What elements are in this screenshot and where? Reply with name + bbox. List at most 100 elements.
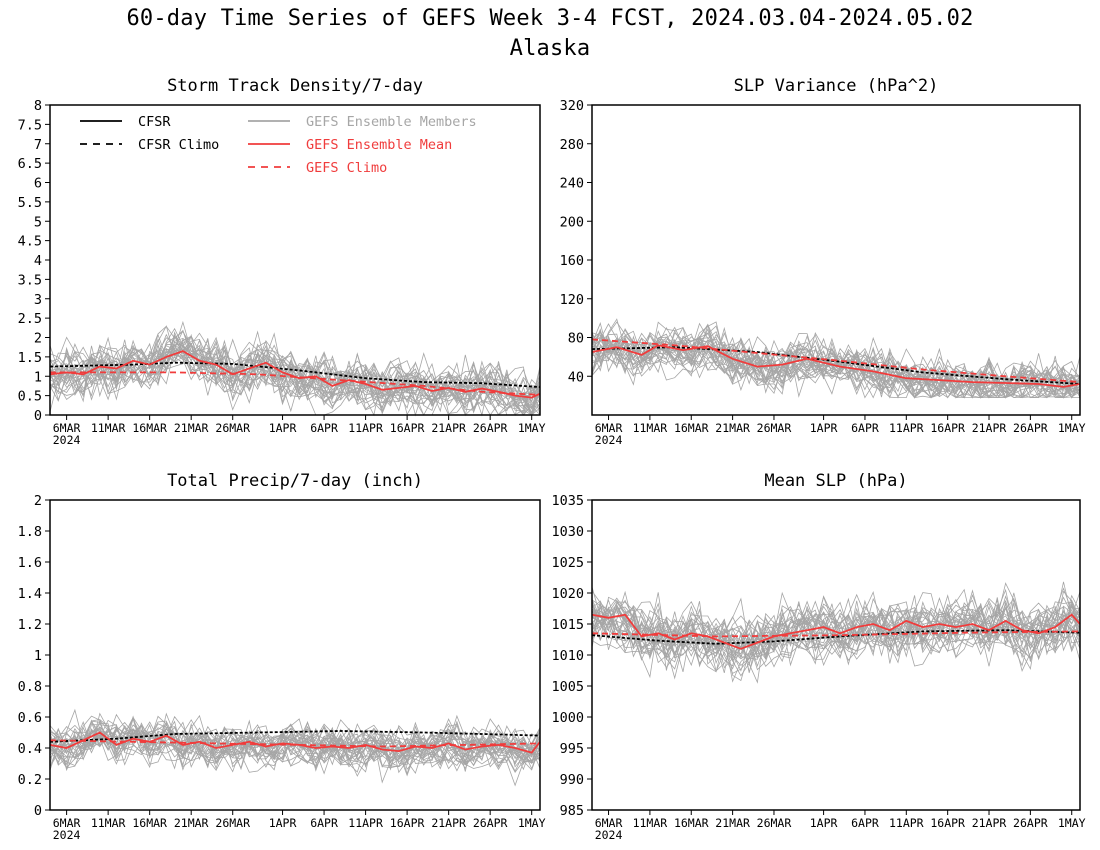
y-tick-label: 3.5 [18,272,42,288]
ensemble-member-line [591,588,1081,673]
x-tick-label: 26APR [473,816,508,830]
legend-members-label: GEFS Ensemble Members [306,114,477,130]
y-tick-label: 320 [560,98,584,114]
y-tick-label: 2 [34,493,42,509]
x-tick-label: 1MAY [1058,421,1086,435]
x-tick-label: 16MAR [132,816,167,830]
gefs-ensemble-mean-line [49,350,541,399]
y-tick-label: 120 [560,292,584,308]
x-tick-label: 26MAR [215,421,250,435]
gefs-climo-line [591,338,1081,383]
chart-panel-2: SLP Variance (hPa^2) 40 80 120 160 200 240 280 3… [560,76,1086,447]
x-year-label: 2024 [53,828,81,842]
y-tick-label: 6 [34,176,42,192]
y-tick-label: 1005 [551,679,584,695]
chart-panel-3: Total Precip/7-day (inch)00.20.40.60.811… [18,471,546,842]
ensemble-member-line [49,719,541,769]
chart-title: SLP Variance (hPa^2) [734,76,939,96]
y-tick-label: 80 [568,331,584,347]
ensemble-member-line [49,329,541,417]
y-tick-label: 1000 [551,710,584,726]
x-tick-label: 6APR [851,816,879,830]
legend-cfsr-label: CFSR [138,114,171,130]
chart-panel-4: Mean SLP (hPa) 985 990 995 1000 1005 1010 1015 1… [551,471,1085,842]
figure-subtitle: Alaska [509,36,591,61]
x-tick-label: 16APR [930,816,965,830]
cfsr-climo-line [49,730,541,743]
y-tick-label: 985 [560,803,584,819]
ensemble-member-line [591,321,1081,399]
chart-title: Total Precip/7-day (inch) [167,471,423,491]
gefs-climo-line [50,371,541,396]
y-tick-label: 1020 [551,586,584,602]
ensemble-member-line [49,726,541,784]
y-tick-label: 1010 [551,648,584,664]
x-tick-label: 26MAR [757,421,792,435]
x-year-label: 2024 [53,433,81,447]
y-tick-label: 3 [34,292,42,308]
legend-cfsr-climo-label: CFSR Climo [138,137,219,153]
ensemble-member-line [591,597,1081,683]
x-tick-label: 11MAR [633,421,668,435]
y-tick-label: 1.6 [18,555,42,571]
y-tick-label: 160 [560,253,584,269]
ensemble-member-line [49,337,541,416]
ensemble-member-line [591,582,1081,661]
ensemble-member-line [49,347,541,410]
ensemble-member-line [591,332,1081,399]
y-tick-label: 0.5 [18,389,42,405]
ensemble-member-line [49,720,541,775]
y-tick-label: 5 [34,214,42,230]
x-year-label: 2024 [595,828,623,842]
y-tick-label: 0.8 [18,679,42,695]
x-tick-label: 6APR [851,421,879,435]
x-tick-label: 1APR [269,816,297,830]
y-tick-label: 1 [34,648,42,664]
y-tick-label: 1.4 [18,586,42,602]
y-tick-label: 240 [560,176,584,192]
ensemble-member-line [49,333,541,416]
x-tick-label: 6MAR [53,816,81,830]
x-tick-label: 26APR [473,421,508,435]
y-tick-label: 1035 [551,493,584,509]
legend-gefs-climo-label: GEFS Climo [306,160,387,176]
y-tick-label: 200 [560,214,584,230]
ensemble-member-line [591,601,1081,667]
y-tick-label: 2 [34,331,42,347]
y-tick-label: 0 [34,408,42,424]
x-tick-label: 26MAR [757,816,792,830]
y-tick-label: 0.6 [18,710,42,726]
x-tick-label: 1MAY [518,421,546,435]
y-tick-label: 995 [560,741,584,757]
x-tick-label: 1APR [269,421,297,435]
gefs-climo-line [49,739,541,748]
y-tick-label: 4.5 [18,234,42,250]
x-tick-label: 16MAR [674,421,709,435]
x-tick-label: 16APR [390,816,425,830]
x-tick-label: 1MAY [518,816,546,830]
x-tick-label: 21MAR [174,421,209,435]
chart-title: Mean SLP (hPa) [764,471,907,491]
x-tick-label: 11APR [889,421,924,435]
legend: CFSR CFSR Climo GEFS Ensemble Members GEFS … [80,114,477,176]
y-tick-label: 5.5 [18,195,42,211]
x-tick-label: 11MAR [91,421,126,435]
y-tick-label: 7 [34,137,42,153]
x-tick-label: 6MAR [53,421,81,435]
x-tick-label: 11APR [889,816,924,830]
x-tick-label: 26APR [1013,816,1048,830]
ensemble-member-line [591,322,1081,399]
ensemble-member-line [591,597,1081,658]
x-tick-label: 6MAR [595,421,623,435]
y-tick-label: 0 [34,803,42,819]
x-tick-label: 16APR [390,421,425,435]
ensemble-members [591,318,1081,400]
y-tick-label: 1015 [551,617,584,633]
ensemble-member-line [591,594,1081,667]
x-tick-label: 1APR [810,816,838,830]
x-tick-label: 21APR [972,421,1007,435]
cfsr-climo-line [591,629,1081,645]
y-tick-label: 1.5 [18,350,42,366]
